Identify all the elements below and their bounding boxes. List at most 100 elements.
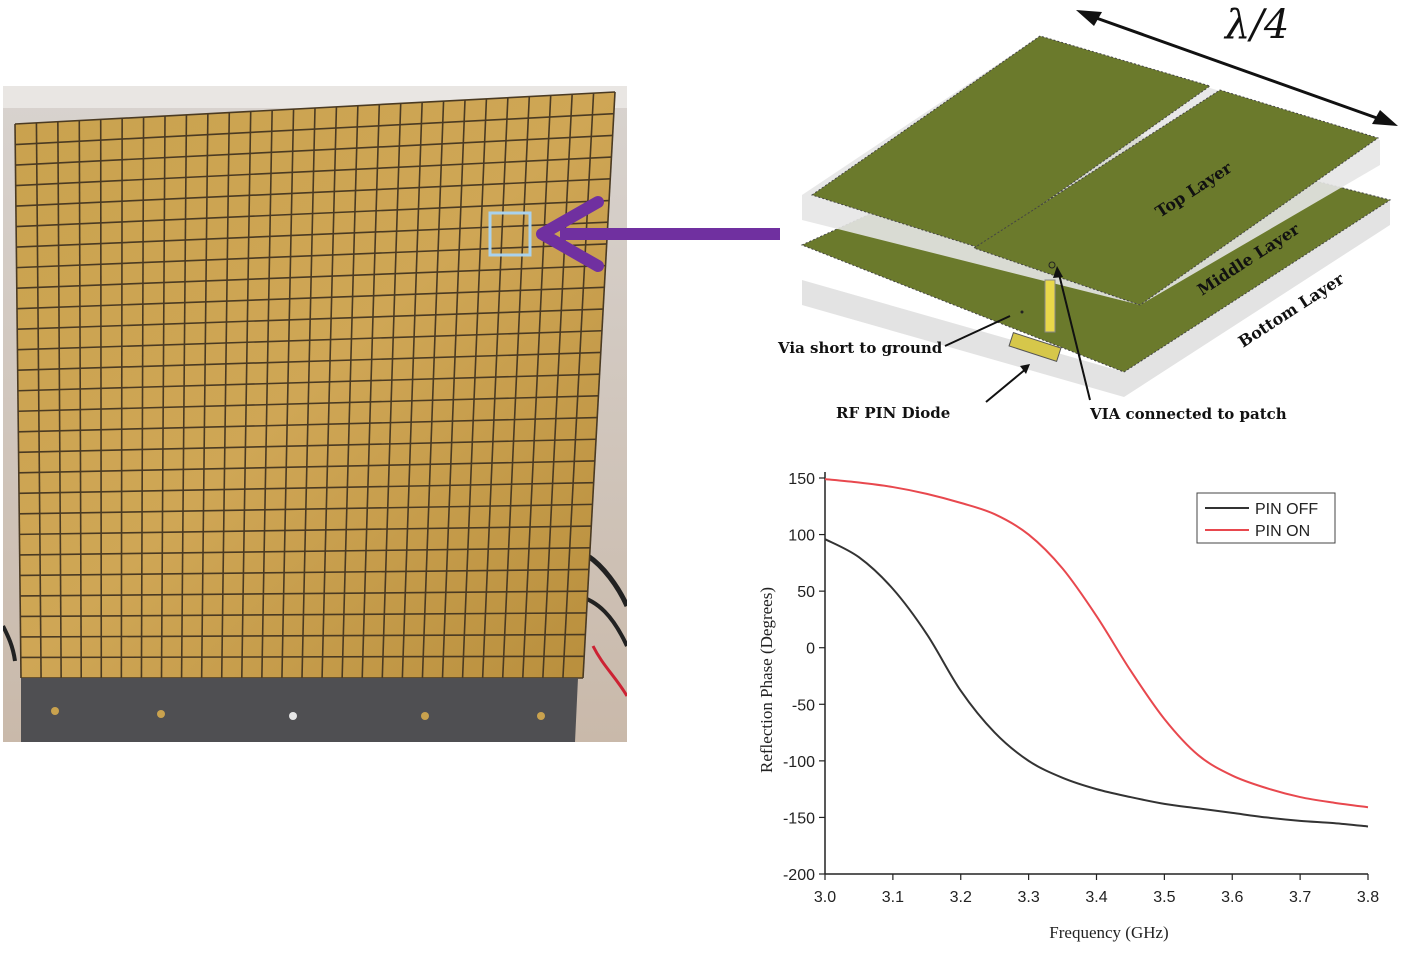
mounting-hole — [157, 710, 165, 718]
pointer-arrow-icon — [536, 196, 780, 272]
grid-line — [361, 104, 381, 679]
grid-line — [20, 633, 586, 638]
top-patch-left — [810, 35, 1212, 249]
x-axis-label: Frequency (GHz) — [1049, 923, 1168, 942]
grid-line — [381, 103, 402, 679]
grid-line — [17, 351, 601, 372]
grid-line — [18, 416, 598, 433]
x-tick-label: 3.6 — [1221, 889, 1243, 906]
x-tick-label: 3.4 — [1085, 889, 1107, 906]
board-ground-strip — [21, 678, 578, 742]
mounting-hole — [421, 712, 429, 720]
x-tick-label: 3.3 — [1018, 889, 1040, 906]
x-tick-label: 3.7 — [1289, 889, 1311, 906]
grid-line — [20, 655, 585, 659]
grid-line — [15, 134, 613, 166]
y-tick-label: -150 — [783, 810, 815, 827]
pin-diode-pad — [1008, 331, 1062, 363]
y-axis-label: Reflection Phase (Degrees) — [757, 587, 776, 773]
dimension-arrowhead-left — [1076, 10, 1102, 26]
grid-line — [120, 118, 123, 679]
grid-line — [542, 94, 573, 679]
legend-label: PIN ON — [1255, 523, 1310, 540]
grid-line — [20, 612, 587, 618]
grid-line — [140, 117, 145, 679]
dimension-line — [1084, 12, 1389, 124]
grid-line — [281, 109, 295, 679]
grid-line — [16, 286, 605, 310]
grid-line — [401, 102, 423, 679]
grid-line — [78, 120, 83, 679]
grid-line — [14, 123, 22, 679]
y-tick-label: -200 — [783, 867, 815, 884]
grid-line — [16, 264, 606, 289]
grid-line — [99, 119, 103, 679]
chart-legend: PIN OFF PIN ON — [1196, 492, 1336, 544]
grid-line — [17, 373, 600, 392]
grid-line — [18, 438, 597, 454]
mounting-hole — [537, 712, 545, 720]
grid-line — [461, 98, 488, 679]
grid-line — [180, 114, 188, 679]
via-patch-leader — [1057, 269, 1091, 401]
grid-line — [15, 112, 614, 146]
x-tick-label: 3.2 — [950, 889, 972, 906]
grid-line — [19, 503, 593, 515]
metasurface-board-photo — [1, 86, 630, 742]
series-line-pin-off — [824, 538, 1369, 828]
board-grid — [14, 91, 616, 679]
grid-line — [18, 395, 599, 413]
chart-series — [824, 478, 1369, 828]
grid-line — [160, 115, 166, 679]
grid-line — [19, 568, 589, 577]
x-tick-label: 3.0 — [814, 889, 836, 906]
via-short-label: Via short to ground — [777, 339, 943, 357]
grid-line — [19, 525, 592, 536]
pin-diode-label: RF PIN Diode — [836, 404, 950, 422]
grid-line — [35, 122, 42, 679]
y-tick-label: -100 — [783, 754, 815, 771]
grid-line — [16, 221, 608, 248]
grid-line — [17, 308, 604, 330]
grid-line — [15, 156, 612, 187]
top-patch-right — [972, 89, 1380, 306]
via-short-leader — [944, 315, 1011, 347]
grid-line — [14, 91, 616, 125]
mounting-hole — [289, 712, 297, 720]
grid-line — [17, 329, 602, 351]
pin-diode-arrowhead — [1020, 364, 1030, 374]
board-photo-svg — [1, 86, 630, 742]
dimension-arrowhead-right — [1372, 110, 1398, 126]
via-short-dot — [1020, 310, 1024, 314]
chart-svg: 3.0 3.1 3.2 3.3 3.4 3.5 3.6 3.7 3.8 -200 -150 -100 -… — [757, 471, 1379, 942]
grid-line — [16, 199, 610, 228]
unit-cell-svg: λ/4 Top Layer Middle Layer Bottom Layer … — [777, 2, 1398, 423]
grid-line — [321, 106, 338, 679]
grid-line — [261, 110, 273, 679]
reflection-phase-chart: 3.0 3.1 3.2 3.3 3.4 3.5 3.6 3.7 3.8 -200 -150 -100 -… — [740, 460, 1405, 949]
series-line-pin-on — [824, 478, 1369, 809]
grid-line — [20, 590, 588, 597]
via-to-patch — [1044, 279, 1056, 333]
grid-line — [16, 243, 607, 269]
via-patch-label: VIA connected to patch — [1089, 405, 1287, 423]
unit-cell-diagram: λ/4 Top Layer Middle Layer Bottom Layer … — [740, 0, 1405, 440]
x-tick-label: 3.8 — [1357, 889, 1379, 906]
grid-line — [562, 93, 595, 679]
y-tick-label: 50 — [797, 584, 815, 601]
y-tick-label: -50 — [792, 697, 815, 714]
x-tick-label: 3.5 — [1153, 889, 1175, 906]
grid-line — [441, 99, 466, 679]
arrow-head — [536, 196, 604, 272]
legend-label: PIN OFF — [1255, 501, 1318, 518]
dimension-label: λ/4 — [1223, 2, 1289, 48]
grid-line — [521, 95, 552, 679]
grid-line — [19, 546, 591, 556]
grid-line — [240, 111, 252, 679]
substrate-bottom — [802, 200, 1390, 397]
grid-line — [481, 97, 509, 679]
grid-line — [220, 112, 231, 679]
chart-axes: 3.0 3.1 3.2 3.3 3.4 3.5 3.6 3.7 3.8 -200 -150 -100 -… — [783, 471, 1379, 906]
grid-line — [582, 91, 616, 679]
y-tick-label: 0 — [806, 641, 815, 658]
